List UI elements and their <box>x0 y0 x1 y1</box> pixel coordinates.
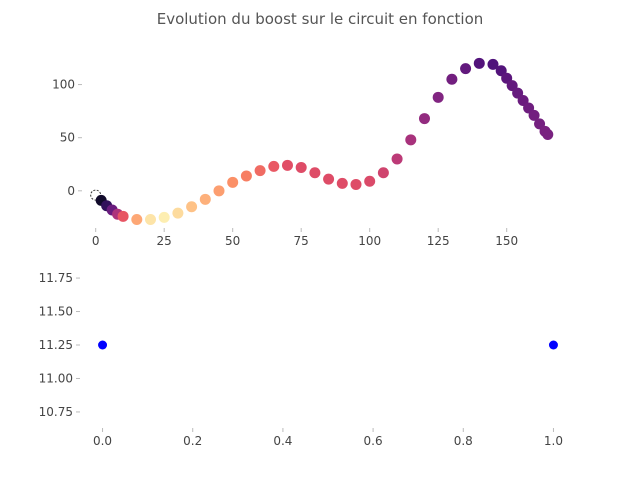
x-tick-label: 100 <box>358 234 381 248</box>
data-point <box>336 177 348 189</box>
data-point <box>172 207 184 219</box>
top-plot: 0 25 50 75 100 125 150 0 50 100 <box>52 57 554 248</box>
chart-title: Evolution du boost sur le circuit en fon… <box>157 10 484 28</box>
data-point <box>432 91 444 103</box>
y-tick-label: 50 <box>60 131 75 145</box>
data-point <box>199 193 211 205</box>
data-point <box>281 159 293 171</box>
data-point <box>542 129 554 140</box>
data-point <box>350 178 362 190</box>
data-point <box>460 63 472 75</box>
data-point <box>528 109 540 121</box>
data-point <box>144 214 156 225</box>
x-tick-label: 50 <box>225 234 240 248</box>
y-tick-label: 11.75 <box>39 271 73 285</box>
data-point <box>98 340 108 350</box>
data-point <box>323 173 335 185</box>
x-tick-label: 75 <box>294 234 309 248</box>
data-point <box>548 340 558 350</box>
x-tick-label: 1.0 <box>544 434 563 448</box>
x-tick-label: 0.4 <box>273 434 292 448</box>
data-point <box>268 160 280 172</box>
data-point <box>446 73 458 85</box>
data-point <box>240 170 252 182</box>
data-point <box>364 175 376 187</box>
data-point <box>487 58 499 70</box>
x-tick-label: 25 <box>157 234 172 248</box>
data-point <box>473 57 485 69</box>
x-tick-label: 0 <box>92 234 100 248</box>
data-point <box>186 201 198 213</box>
y-tick-label: 0 <box>67 184 75 198</box>
data-point <box>158 211 170 223</box>
y-tick-label: 10.75 <box>39 405 73 419</box>
data-point <box>117 210 129 222</box>
data-point <box>391 153 403 165</box>
data-point <box>213 185 225 197</box>
x-tick-label: 0.0 <box>93 434 112 448</box>
data-point <box>309 167 321 179</box>
bottom-plot: 0.0 0.2 0.4 0.6 0.8 1.0 10.75 11.00 11.25 11.50 11… <box>39 271 563 448</box>
x-tick-label: 0.2 <box>183 434 202 448</box>
data-point <box>418 113 430 125</box>
x-tick-label: 0.8 <box>454 434 473 448</box>
data-point <box>295 161 307 173</box>
data-point <box>377 167 389 179</box>
y-tick-label: 11.25 <box>39 338 73 352</box>
x-tick-label: 150 <box>495 234 518 248</box>
data-point <box>254 165 266 177</box>
data-point <box>227 176 239 188</box>
x-tick-label: 125 <box>427 234 450 248</box>
y-tick-label: 11.50 <box>39 305 73 319</box>
y-tick-label: 100 <box>52 78 75 92</box>
y-tick-label: 11.00 <box>39 371 73 385</box>
x-tick-label: 0.6 <box>364 434 383 448</box>
data-point <box>405 134 417 146</box>
data-point <box>131 214 143 225</box>
